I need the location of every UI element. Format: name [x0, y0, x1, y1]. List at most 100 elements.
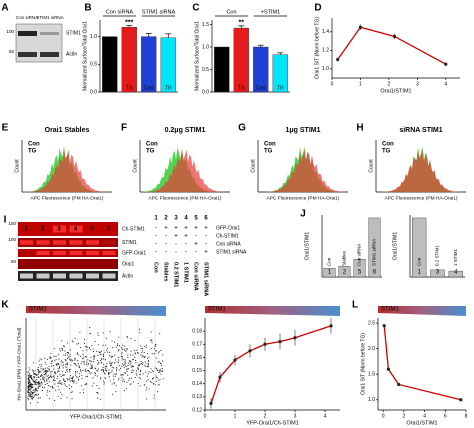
scatter-dot	[44, 371, 46, 373]
scatter-dot	[66, 397, 68, 399]
scatter-dot	[28, 392, 30, 394]
scatter-dot	[44, 376, 46, 378]
scatter-dot	[125, 350, 127, 352]
scatter-dot	[122, 344, 124, 346]
scatter-dot	[161, 371, 163, 373]
scatter-dot	[59, 365, 61, 367]
scatter-dot	[103, 358, 105, 360]
table-cell: +	[174, 226, 178, 232]
scatter-dot	[146, 363, 148, 365]
table-cell: +	[164, 226, 168, 232]
scatter-dot	[72, 359, 74, 361]
scatter-dot	[159, 368, 161, 370]
scatter-dot	[49, 386, 51, 388]
marker-label: 100	[8, 237, 16, 242]
lane-number: 3	[174, 216, 178, 222]
scatter-dot	[78, 366, 80, 368]
lane-number: 4	[454, 270, 458, 276]
scatter-dot	[93, 355, 95, 357]
scatter-dot	[65, 352, 67, 354]
scatter-dot	[45, 363, 47, 366]
scatter-dot	[43, 379, 45, 381]
scatter-dot	[63, 373, 65, 376]
scatter-dot	[140, 348, 142, 350]
scatter-dot	[123, 363, 125, 365]
scatter-dot	[90, 366, 92, 368]
scatter-dot	[76, 376, 78, 378]
scatter-dot	[130, 362, 132, 364]
scatter-dot	[90, 367, 92, 370]
scatter-dot	[102, 371, 105, 373]
table-cell: +	[184, 234, 188, 240]
scatter-dot	[121, 351, 123, 353]
scatter-dot	[45, 370, 47, 372]
scatter-dot	[41, 389, 43, 391]
scatter-dot	[47, 385, 49, 387]
label: STIM1	[66, 30, 81, 36]
scatter-dot	[81, 360, 83, 363]
data-point	[358, 25, 363, 29]
scatter-dot	[31, 386, 33, 388]
scatter-dot	[42, 376, 44, 378]
scatter-dot	[56, 363, 58, 365]
scatter-dot	[158, 370, 161, 372]
scatter-dot	[150, 381, 152, 383]
scatter-dot	[74, 374, 76, 376]
scatter-dot	[92, 356, 95, 358]
scatter-dot	[115, 374, 117, 376]
legend-entry: Con	[146, 142, 158, 148]
scatter-dot	[144, 345, 146, 347]
scatter-dot	[41, 364, 43, 366]
scatter-dot	[127, 374, 129, 376]
scatter-dot	[57, 395, 59, 397]
scatter-dot	[38, 386, 40, 388]
scatter-dot	[160, 364, 163, 366]
scatter-dot	[89, 367, 91, 369]
scatter-dot	[28, 378, 30, 380]
scatter-dot	[140, 354, 142, 356]
scatter-dot	[73, 362, 75, 364]
lane-number: 2	[41, 227, 45, 233]
scatter-dot	[31, 397, 33, 399]
x-axis-label: APC Fluorescence (PM HA-Orai1)	[384, 195, 457, 201]
histogram-title: Orai1 Stables	[45, 127, 90, 134]
scatter-dot	[34, 370, 36, 372]
scatter-dot	[79, 367, 81, 369]
scatter-dot	[139, 378, 141, 380]
scatter-dot	[44, 361, 46, 363]
scatter-dot	[91, 366, 93, 368]
scatter-dot	[156, 369, 158, 371]
scatter-dot	[130, 360, 132, 362]
scatter-dot	[110, 363, 112, 365]
scatter-dot	[141, 363, 143, 365]
scatter-dot	[99, 354, 101, 356]
scatter-dot	[49, 390, 51, 392]
scatter-dot	[32, 390, 34, 392]
scatter-dot	[84, 383, 86, 385]
scatter-dot	[75, 363, 77, 365]
scatter-dot	[46, 391, 48, 393]
scatter-dot	[89, 359, 91, 362]
scatter-dot	[73, 379, 75, 381]
scatter-dot	[124, 365, 126, 367]
scatter-dot	[38, 370, 40, 372]
scatter-dot	[130, 338, 132, 340]
legend-entry: Con	[382, 142, 394, 148]
scatter-dot	[87, 363, 89, 365]
scatter-dot	[71, 398, 73, 400]
scatter-dot	[37, 401, 39, 404]
scatter-dot	[111, 362, 113, 364]
scatter-dot	[28, 367, 30, 369]
scatter-dot	[61, 347, 63, 349]
fit-line	[383, 325, 461, 401]
scatter-dot	[142, 363, 144, 365]
scatter-dot	[54, 379, 56, 381]
scatter-dot	[137, 367, 139, 369]
scatter-dot	[123, 358, 125, 360]
scatter-dot	[46, 375, 48, 377]
marker-label: 150	[8, 221, 16, 226]
scatter-dot	[46, 389, 48, 391]
scatter-dot	[47, 370, 49, 372]
table-cell: -	[155, 226, 157, 232]
